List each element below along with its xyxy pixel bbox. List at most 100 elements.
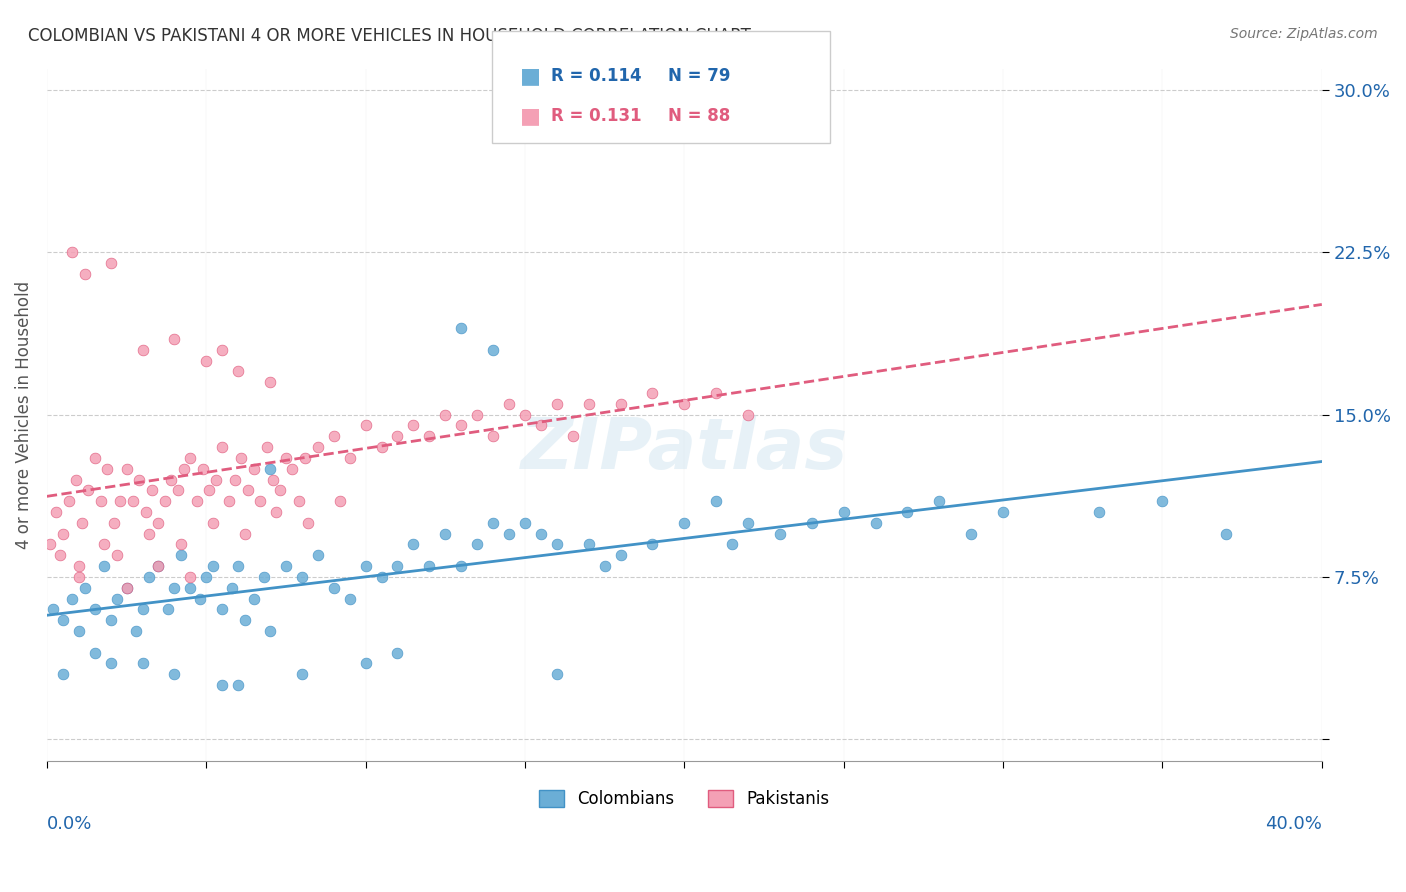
Point <box>218 494 240 508</box>
Point <box>163 581 186 595</box>
Point <box>243 461 266 475</box>
Point <box>465 537 488 551</box>
Legend: Colombians, Pakistanis: Colombians, Pakistanis <box>533 783 837 814</box>
Text: N = 88: N = 88 <box>668 107 730 125</box>
Point <box>90 494 112 508</box>
Point <box>274 559 297 574</box>
Text: 0.0%: 0.0% <box>46 814 93 833</box>
Point <box>67 624 90 638</box>
Point <box>103 516 125 530</box>
Point <box>721 537 744 551</box>
Point <box>96 461 118 475</box>
Point <box>198 483 221 498</box>
Point <box>641 386 664 401</box>
Text: COLOMBIAN VS PAKISTANI 4 OR MORE VEHICLES IN HOUSEHOLD CORRELATION CHART: COLOMBIAN VS PAKISTANI 4 OR MORE VEHICLE… <box>28 27 751 45</box>
Point <box>307 548 329 562</box>
Point <box>233 613 256 627</box>
Point <box>60 591 83 606</box>
Point <box>259 375 281 389</box>
Point <box>307 440 329 454</box>
Point <box>832 505 855 519</box>
Text: R = 0.114: R = 0.114 <box>551 67 641 85</box>
Point <box>530 526 553 541</box>
Point <box>226 678 249 692</box>
Point <box>201 516 224 530</box>
Point <box>354 657 377 671</box>
Point <box>233 526 256 541</box>
Point <box>578 537 600 551</box>
Point <box>561 429 583 443</box>
Point <box>354 418 377 433</box>
Point <box>928 494 950 508</box>
Point <box>960 526 983 541</box>
Point <box>593 559 616 574</box>
Point <box>704 494 727 508</box>
Point <box>141 483 163 498</box>
Point <box>170 548 193 562</box>
Point <box>179 570 201 584</box>
Point <box>163 667 186 681</box>
Point <box>546 667 568 681</box>
Point <box>498 526 520 541</box>
Point <box>609 397 631 411</box>
Point <box>48 548 70 562</box>
Point <box>226 559 249 574</box>
Point <box>259 624 281 638</box>
Point <box>83 602 105 616</box>
Point <box>226 364 249 378</box>
Point <box>65 473 87 487</box>
Point <box>287 494 309 508</box>
Point <box>131 343 153 357</box>
Point <box>204 473 226 487</box>
Point <box>163 332 186 346</box>
Point <box>148 516 170 530</box>
Point <box>83 450 105 465</box>
Point <box>991 505 1014 519</box>
Point <box>402 418 425 433</box>
Point <box>339 591 361 606</box>
Point <box>52 613 75 627</box>
Point <box>354 559 377 574</box>
Point <box>211 678 233 692</box>
Point <box>93 537 115 551</box>
Point <box>450 559 472 574</box>
Point <box>77 483 100 498</box>
Point <box>291 570 314 584</box>
Point <box>465 408 488 422</box>
Point <box>108 494 131 508</box>
Point <box>131 657 153 671</box>
Point <box>221 581 243 595</box>
Point <box>58 494 80 508</box>
Text: ■: ■ <box>520 106 541 126</box>
Point <box>179 450 201 465</box>
Point <box>546 397 568 411</box>
Point <box>530 418 553 433</box>
Point <box>281 461 304 475</box>
Point <box>201 559 224 574</box>
Point <box>434 408 457 422</box>
Point <box>67 570 90 584</box>
Text: ■: ■ <box>520 66 541 86</box>
Point <box>148 559 170 574</box>
Point <box>450 418 472 433</box>
Point <box>52 667 75 681</box>
Point <box>737 516 759 530</box>
Point <box>115 581 138 595</box>
Text: 40.0%: 40.0% <box>1265 814 1322 833</box>
Point <box>266 505 288 519</box>
Point <box>160 473 183 487</box>
Point <box>259 461 281 475</box>
Point <box>896 505 918 519</box>
Point <box>148 559 170 574</box>
Point <box>274 450 297 465</box>
Point <box>609 548 631 562</box>
Point <box>211 440 233 454</box>
Point <box>195 570 218 584</box>
Point <box>418 559 440 574</box>
Point <box>578 397 600 411</box>
Point <box>115 461 138 475</box>
Point <box>322 429 344 443</box>
Point <box>83 646 105 660</box>
Point <box>135 505 157 519</box>
Point <box>513 516 536 530</box>
